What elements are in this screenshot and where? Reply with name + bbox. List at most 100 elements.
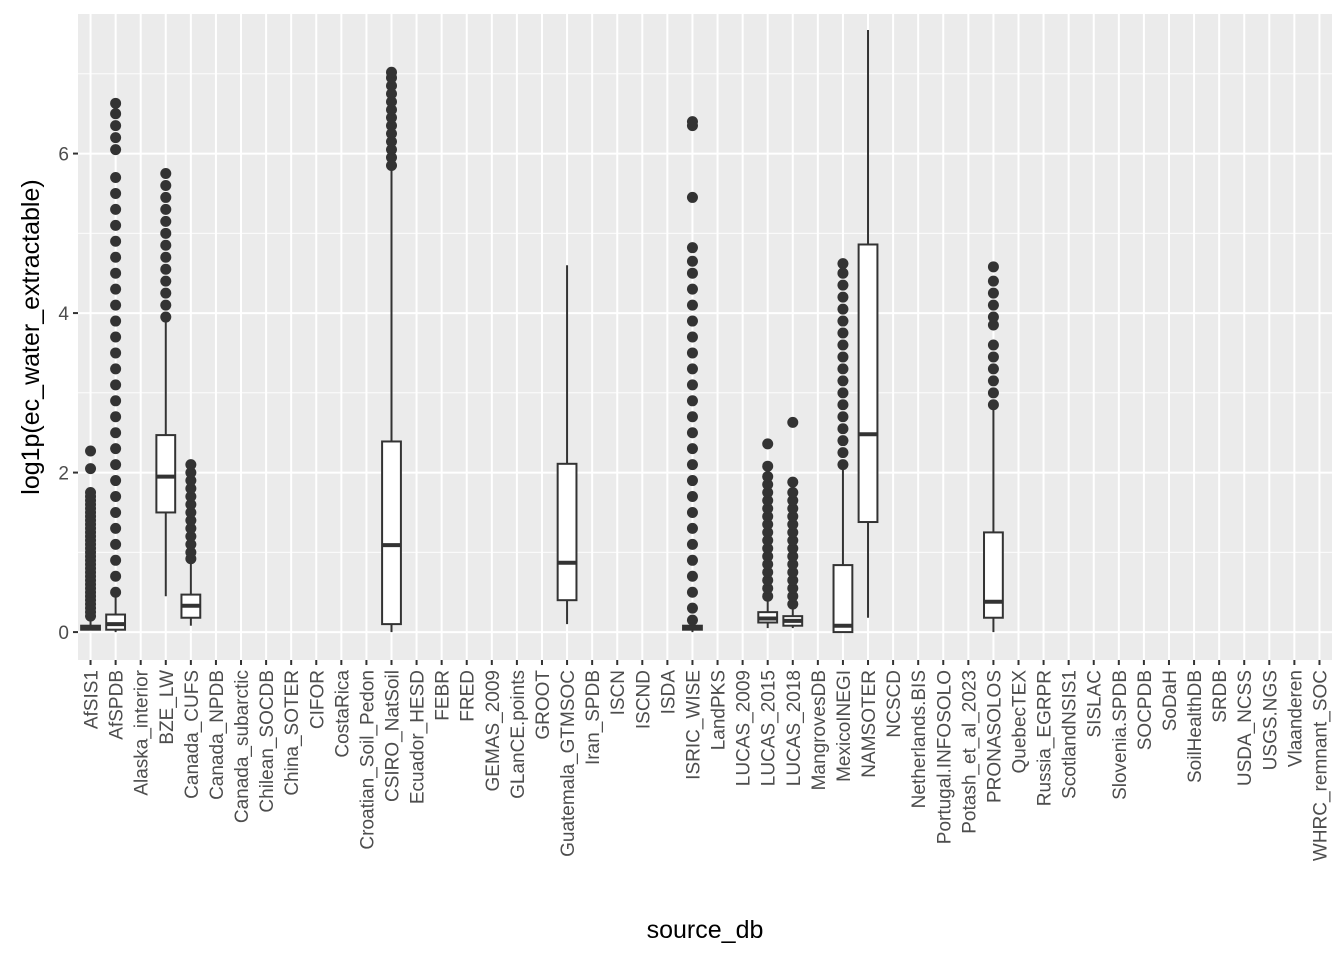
outlier-point: [386, 88, 397, 100]
outlier-point: [987, 299, 999, 311]
outlier-point: [762, 487, 774, 499]
outlier-point: [987, 351, 999, 363]
outlier-point: [110, 132, 122, 144]
outlier-point: [185, 475, 197, 487]
outlier-point: [110, 395, 122, 407]
outlier-point: [160, 215, 172, 227]
y-tick-label: 4: [58, 304, 69, 325]
x-tick-label: AfSPDB: [107, 670, 128, 740]
outlier-point: [987, 311, 999, 323]
outlier-point: [110, 171, 122, 183]
outlier-point: [110, 363, 122, 375]
outlier-point: [110, 459, 122, 471]
outlier-point: [110, 411, 122, 423]
outlier-point: [386, 128, 397, 140]
x-tick-label: Slovenia.SPDB: [1110, 670, 1131, 800]
outlier-point: [386, 152, 397, 164]
outlier-point: [762, 438, 774, 450]
outlier-point: [185, 530, 197, 542]
outlier-point: [386, 96, 397, 108]
outlier-point: [762, 526, 774, 538]
outlier-point: [762, 574, 774, 586]
box-body: [556, 462, 578, 602]
x-tick-label: Canada_subarctic: [232, 670, 253, 823]
outlier-point: [987, 275, 999, 287]
outlier-point: [185, 498, 197, 510]
x-tick-label: Iran_SPDB: [583, 670, 604, 765]
outlier-point: [787, 550, 799, 562]
outlier-point: [787, 416, 799, 428]
box-body: [857, 243, 879, 524]
outlier-point: [686, 283, 698, 295]
outlier-point: [110, 235, 122, 247]
outlier-point: [110, 299, 122, 311]
outlier-point: [160, 191, 172, 203]
outlier-point: [386, 112, 397, 124]
outlier-point: [160, 299, 172, 311]
outlier-point: [110, 443, 122, 455]
box-BZE_LW: [155, 168, 177, 597]
x-tick-label: SISLAC: [1085, 670, 1106, 738]
outlier-point: [110, 97, 122, 109]
outlier-point: [987, 387, 999, 399]
x-tick-label: SoDaH: [1160, 670, 1181, 731]
outlier-point: [686, 411, 698, 423]
x-tick-label: BZE_LW: [157, 670, 178, 745]
outlier-point: [837, 327, 849, 339]
y-tick-label: 2: [58, 464, 69, 485]
outlier-point: [686, 443, 698, 455]
x-tick-label: FEBR: [433, 670, 454, 721]
x-tick-label: Guatemala_GTMSOC: [558, 670, 579, 857]
outlier-point: [686, 347, 698, 359]
x-tick-label: Canada_NPDB: [207, 670, 228, 800]
x-tick-label: USGS.NGS: [1260, 670, 1281, 770]
x-tick-label: Portugal.INFOSOLO: [934, 670, 955, 844]
x-tick-label: LUCAS_2015: [759, 670, 780, 786]
outlier-point: [110, 427, 122, 439]
x-tick-label: LUCAS_2009: [734, 670, 755, 786]
outlier-point: [787, 494, 799, 506]
box-LUCAS_2015: [757, 438, 779, 629]
outlier-point: [386, 160, 397, 172]
y-tick-label: 0: [58, 623, 69, 644]
x-tick-label: ISCN: [608, 670, 629, 715]
box-LUCAS_2018: [782, 416, 804, 629]
outlier-point: [837, 435, 849, 447]
outlier-point: [787, 566, 799, 578]
box-body: [155, 434, 177, 514]
outlier-point: [987, 261, 999, 273]
outlier-point: [987, 339, 999, 351]
outlier-point: [110, 570, 122, 582]
outlier-point: [386, 144, 397, 156]
outlier-point: [110, 108, 122, 120]
outlier-point: [686, 522, 698, 534]
outlier-point: [987, 287, 999, 299]
outlier-point: [762, 582, 774, 594]
outlier-point: [160, 179, 172, 191]
x-tick-label: CSIRO_NatSoil: [383, 670, 404, 802]
outlier-point: [837, 447, 849, 459]
outlier-point: [110, 283, 122, 295]
outlier-point: [185, 546, 197, 558]
x-tick-label: ScotlandNSIS1: [1060, 670, 1081, 799]
x-tick-label: MexicoINEGI: [834, 670, 855, 782]
outlier-point: [110, 538, 122, 550]
outlier-point: [762, 566, 774, 578]
outlier-point: [686, 586, 698, 598]
box-AfSIS1: [80, 445, 101, 631]
outlier-point: [762, 518, 774, 530]
outlier-point: [110, 203, 122, 215]
x-tick-label: NAMSOTER: [859, 670, 880, 778]
outlier-point: [686, 315, 698, 327]
outlier-point: [386, 120, 397, 132]
outlier-point: [787, 558, 799, 570]
outlier-point: [160, 263, 172, 275]
outlier-point: [837, 387, 849, 399]
outlier-point: [787, 590, 799, 602]
outlier-point: [837, 375, 849, 387]
x-tick-label: Canada_CUFS: [182, 670, 203, 799]
outlier-point: [110, 331, 122, 343]
x-tick-label: Vlaanderen: [1285, 670, 1306, 767]
outlier-point: [787, 487, 799, 499]
outlier-point: [837, 339, 849, 351]
